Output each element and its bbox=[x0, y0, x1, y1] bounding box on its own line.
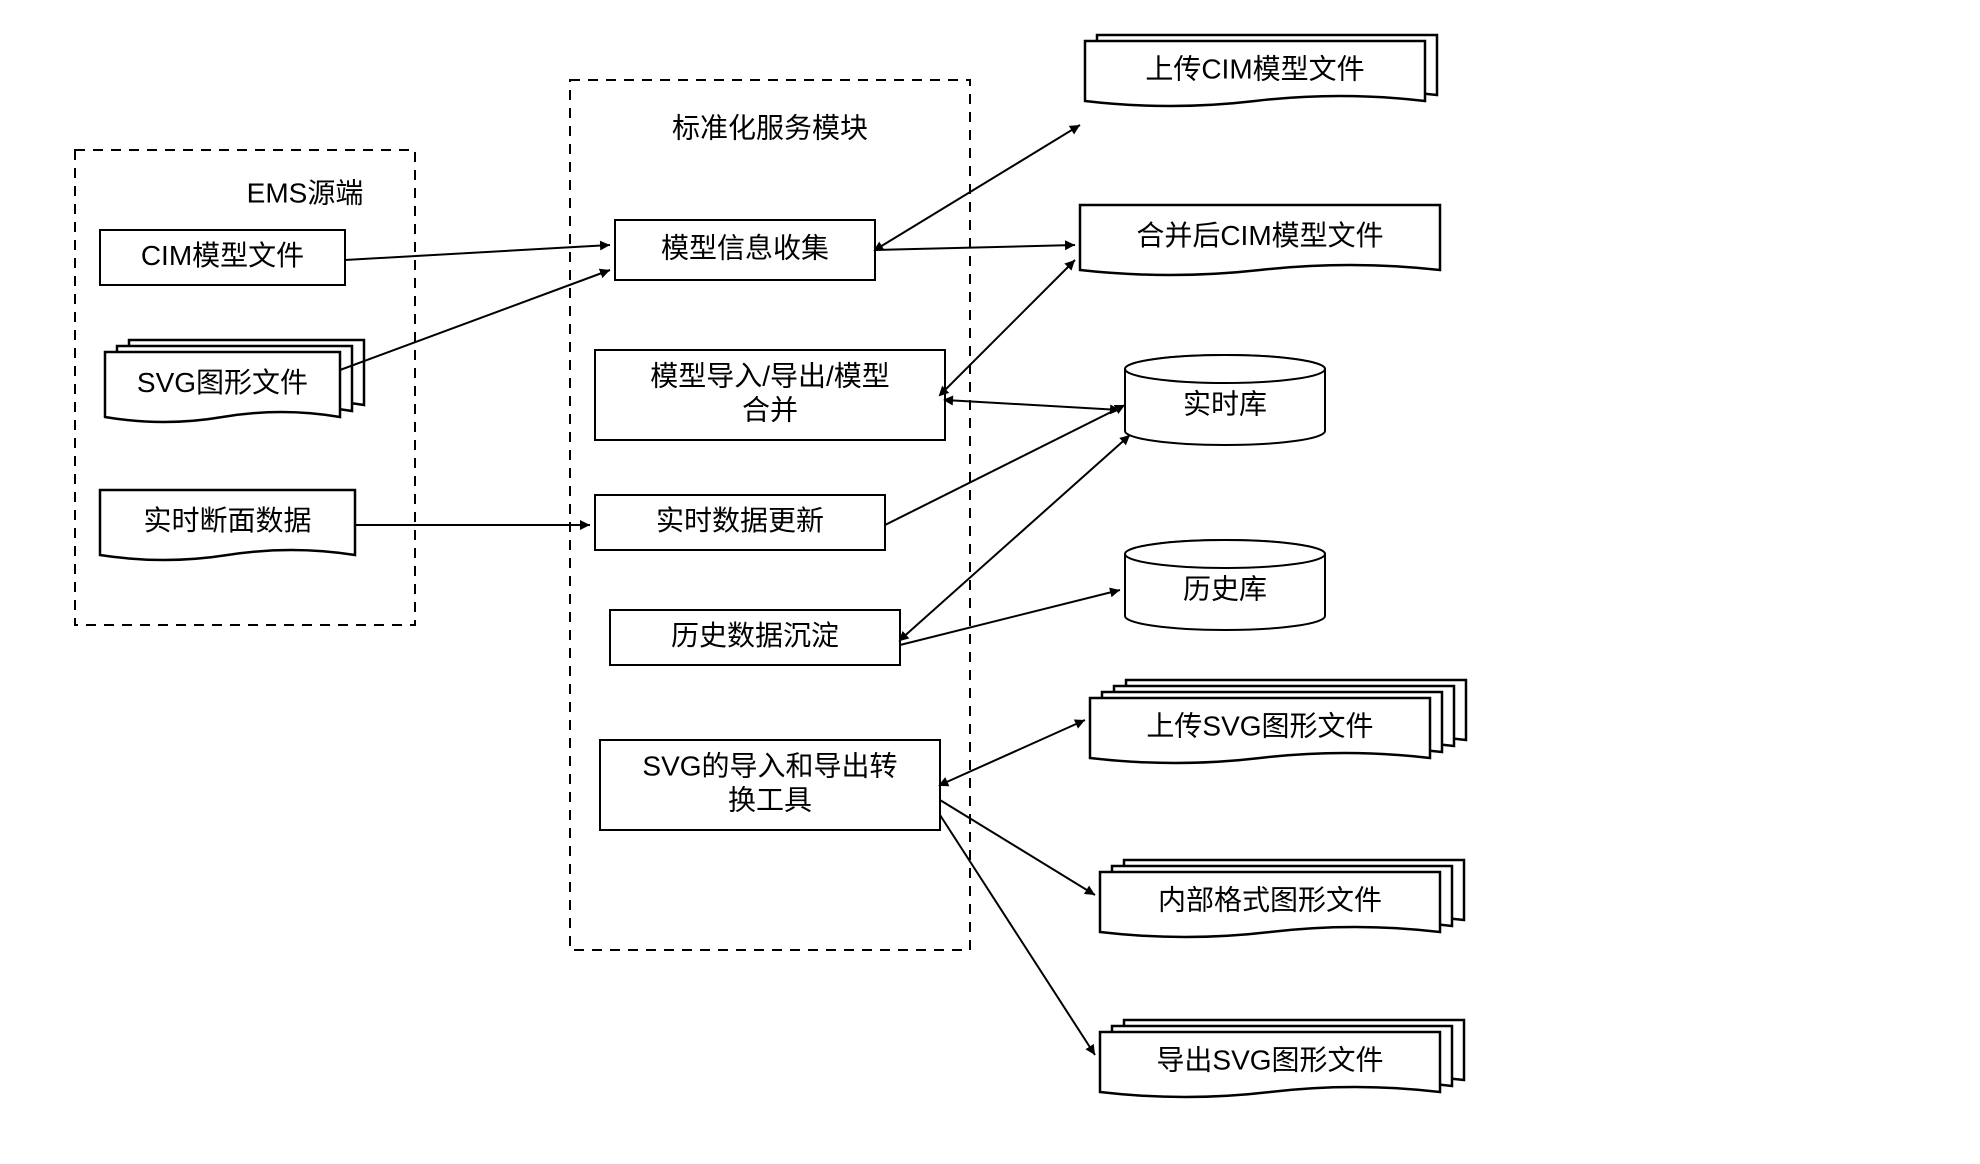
svg-text:实时库: 实时库 bbox=[1183, 388, 1267, 419]
svg-text:合并后CIM模型文件: 合并后CIM模型文件 bbox=[1136, 220, 1383, 251]
edge-3 bbox=[875, 125, 1080, 250]
svg-text:SVG图形文件: SVG图形文件 bbox=[137, 367, 308, 398]
edge-6 bbox=[945, 400, 1120, 410]
edge-11 bbox=[940, 800, 1095, 895]
svg-text:上传SVG图形文件: 上传SVG图形文件 bbox=[1146, 710, 1373, 741]
svg-text:实时断面数据: 实时断面数据 bbox=[143, 505, 311, 536]
flowchart-diagram: EMS源端 标准化服务模块 CIM模型文件 SVG图形文件实时断面数据 模型信息收集模型… bbox=[0, 0, 1980, 1164]
svg-text:换工具: 换工具 bbox=[728, 784, 812, 815]
edge-5 bbox=[940, 260, 1075, 395]
svg-text:合并: 合并 bbox=[742, 394, 798, 425]
svg-text:SVG的导入和导出转: SVG的导入和导出转 bbox=[642, 750, 897, 781]
svg-text:历史数据沉淀: 历史数据沉淀 bbox=[671, 620, 839, 651]
edge-8 bbox=[900, 435, 1130, 640]
edge-1 bbox=[340, 270, 610, 370]
svg-text:实时数据更新: 实时数据更新 bbox=[656, 505, 824, 536]
svg-text:模型导入/导出/模型: 模型导入/导出/模型 bbox=[650, 360, 890, 391]
svg-text:历史库: 历史库 bbox=[1183, 573, 1267, 604]
svg-text:内部格式图形文件: 内部格式图形文件 bbox=[1158, 884, 1382, 915]
edge-12 bbox=[940, 815, 1095, 1055]
edge-4 bbox=[875, 245, 1075, 250]
svg-text:模型信息收集: 模型信息收集 bbox=[661, 232, 829, 263]
svg-text:EMS源端: EMS源端 bbox=[247, 177, 364, 208]
svg-text:导出SVG图形文件: 导出SVG图形文件 bbox=[1156, 1044, 1383, 1075]
edge-10 bbox=[940, 720, 1085, 785]
svg-text:标准化服务模块: 标准化服务模块 bbox=[672, 112, 868, 143]
svg-text:CIM模型文件: CIM模型文件 bbox=[141, 240, 304, 271]
svg-text:上传CIM模型文件: 上传CIM模型文件 bbox=[1145, 53, 1364, 84]
edge-9 bbox=[900, 590, 1120, 645]
